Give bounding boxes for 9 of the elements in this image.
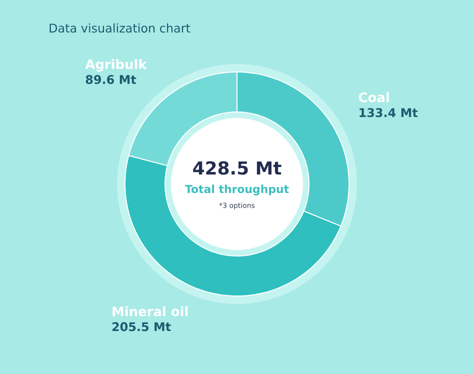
slice-label: Coal bbox=[358, 92, 389, 102]
data-label: 89.6 Mt bbox=[86, 74, 136, 84]
chart-title: Data visualization chart bbox=[50, 23, 190, 33]
slice-label: Agribulk bbox=[85, 59, 148, 72]
data-label: 205.5 Mt bbox=[112, 322, 171, 332]
text: Total throughput bbox=[185, 184, 289, 196]
slice-label: Mineral oil bbox=[112, 306, 188, 316]
text: 428.5 Mt bbox=[193, 161, 282, 175]
data-label: 133.4 Mt bbox=[360, 108, 418, 118]
